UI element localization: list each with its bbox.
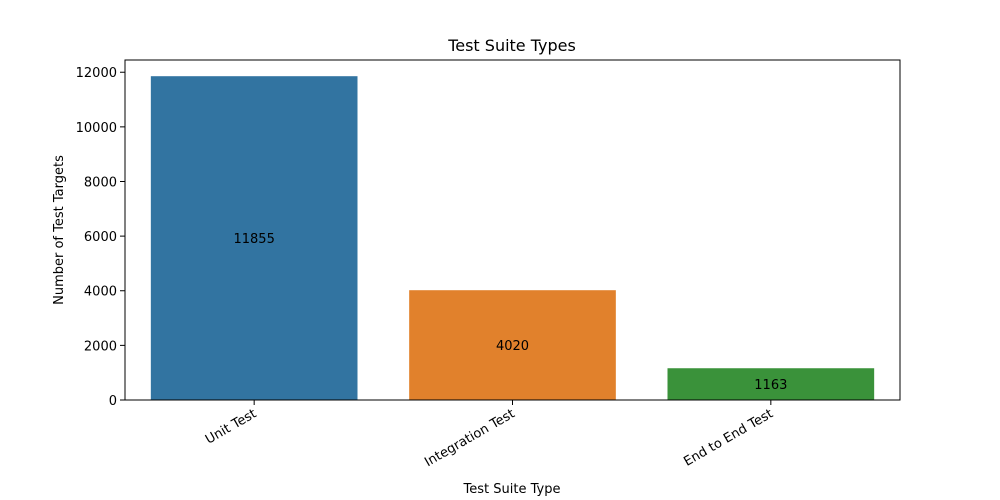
bar-labels-group: 11855 4020 1163 — [233, 232, 787, 393]
y-axis-label: Number of Test Targets — [52, 155, 67, 305]
x-axis: Unit Test Integration Test End to End Test — [203, 400, 776, 470]
x-tick-label-1: Integration Test — [422, 406, 517, 470]
x-tick-label-0: Unit Test — [203, 406, 259, 447]
y-axis: 0 2000 4000 6000 8000 10000 12000 — [76, 66, 125, 409]
bar-value-label-2: 1163 — [754, 378, 787, 393]
y-tick-label-3: 6000 — [84, 230, 117, 245]
bar-1 — [409, 290, 616, 400]
plot-frame — [124, 59, 901, 401]
x-tick-label-2: End to End Test — [681, 406, 776, 469]
bar-2 — [667, 368, 875, 400]
y-tick-label-2: 4000 — [84, 285, 117, 300]
bars-group — [150, 76, 875, 401]
bar-0 — [150, 76, 358, 401]
y-tick-label-4: 8000 — [84, 175, 117, 190]
y-tick-label-6: 12000 — [76, 66, 117, 81]
y-tick-label-5: 10000 — [76, 121, 117, 136]
bar-value-label-1: 4020 — [496, 339, 529, 354]
x-axis-label: Test Suite Type — [463, 482, 561, 497]
bar-value-label-0: 11855 — [233, 232, 274, 247]
chart-title: Test Suite Types — [447, 36, 576, 55]
y-tick-label-1: 2000 — [84, 339, 117, 354]
y-tick-label-0: 0 — [109, 394, 117, 409]
